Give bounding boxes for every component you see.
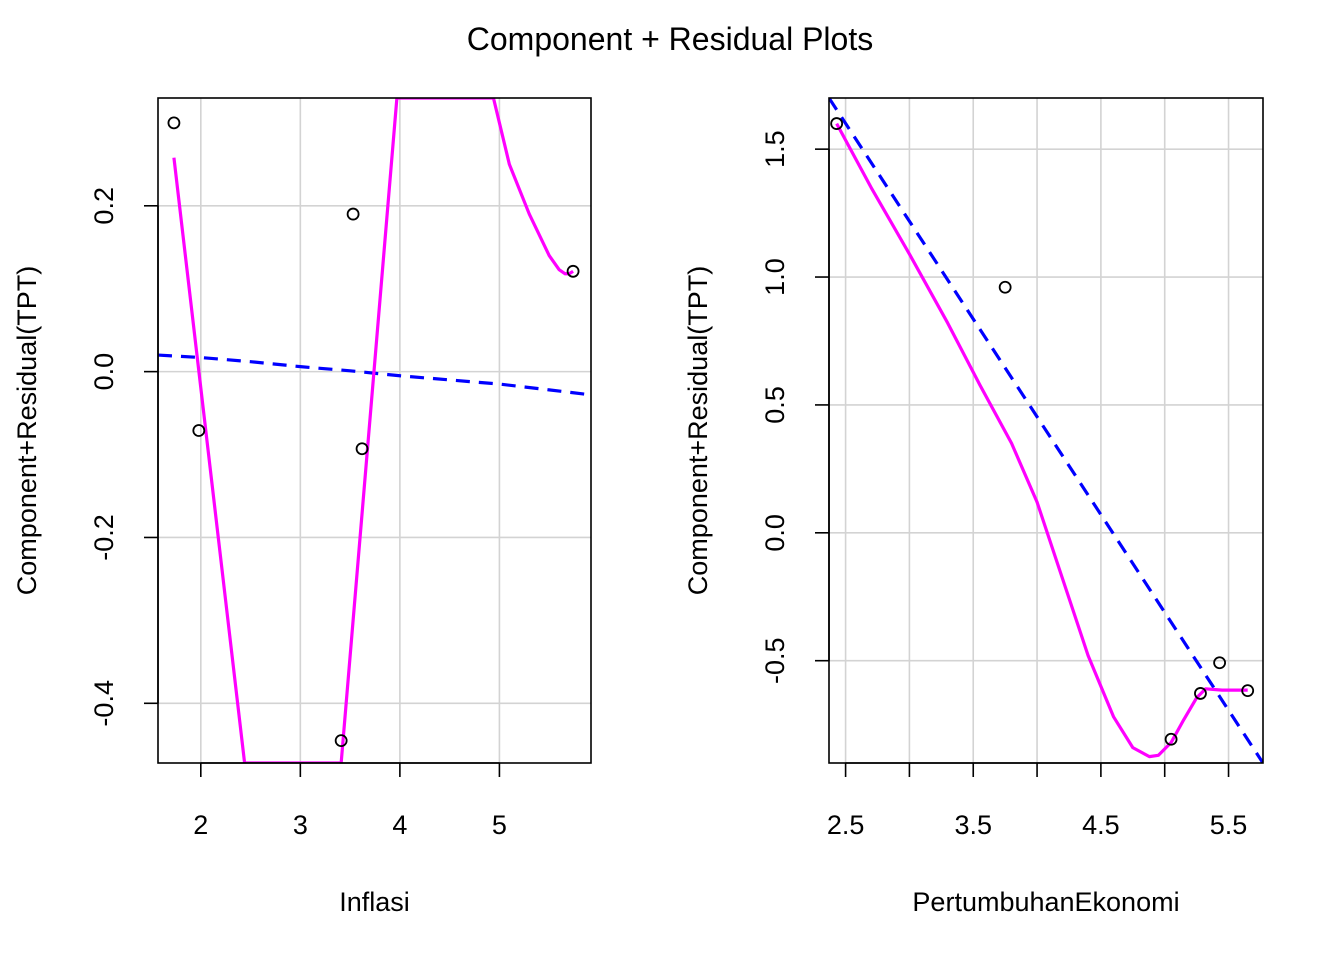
fit-line xyxy=(829,98,1263,763)
y-axis-label: Component+Residual(TPT) xyxy=(683,266,713,595)
smooth-line xyxy=(172,98,574,763)
data-point-1 xyxy=(192,424,206,437)
x-tick-label-2: 4 xyxy=(392,810,407,840)
y-tick-label-4: 1.5 xyxy=(760,130,790,168)
panel-1: 2 3 4 5 -0.4 -0.2 0.0 0.2 Inflasi Component+Resid… xyxy=(12,97,592,917)
x-tick-label-4: 4.5 xyxy=(1082,810,1120,840)
y-tick-label-2: 0.0 xyxy=(89,353,119,391)
x-axis-label: Inflasi xyxy=(339,887,410,917)
y-tick-label-0: -0.4 xyxy=(89,680,119,727)
y-tick-label-3: 0.2 xyxy=(89,187,119,225)
data-point-3 xyxy=(346,207,360,221)
data-point-0 xyxy=(167,116,181,130)
y-tick-label-3: 1.0 xyxy=(760,258,790,296)
y-axis-label: Component+Residual(TPT) xyxy=(12,266,42,595)
plot-frame xyxy=(157,97,592,764)
x-tick-label-1: 3 xyxy=(293,810,308,840)
y-tick-label-1: 0.0 xyxy=(760,514,790,552)
figure-title: Component + Residual Plots xyxy=(467,21,873,57)
x-tick-label-0: 2 xyxy=(193,810,208,840)
data-point-5 xyxy=(1241,684,1255,698)
data-point-2 xyxy=(1164,732,1178,746)
y-tick-label-0: -0.5 xyxy=(760,637,790,684)
x-axis-label: PertumbuhanEkonomi xyxy=(912,887,1179,917)
x-tick-label-6: 5.5 xyxy=(1210,810,1248,840)
data-point-0 xyxy=(830,117,844,130)
data-point-3 xyxy=(1194,687,1207,700)
x-tick-label-3: 5 xyxy=(492,810,507,840)
panel-2: 2.5 3.5 4.5 5.5 -0.5 0.0 0.5 1.0 1.5 PertumbuhanE… xyxy=(683,97,1264,917)
y-tick-label-1: -0.2 xyxy=(89,514,119,561)
data-point-4 xyxy=(1213,656,1226,670)
y-tick-label-2: 0.5 xyxy=(760,386,790,424)
x-tick-label-0: 2.5 xyxy=(827,810,865,840)
x-tick-label-2: 3.5 xyxy=(954,810,992,840)
data-point-4 xyxy=(355,442,369,456)
data-point-2 xyxy=(334,734,348,748)
data-point-5 xyxy=(566,264,580,278)
data-point-1 xyxy=(998,280,1012,294)
smooth-line xyxy=(835,122,1248,759)
